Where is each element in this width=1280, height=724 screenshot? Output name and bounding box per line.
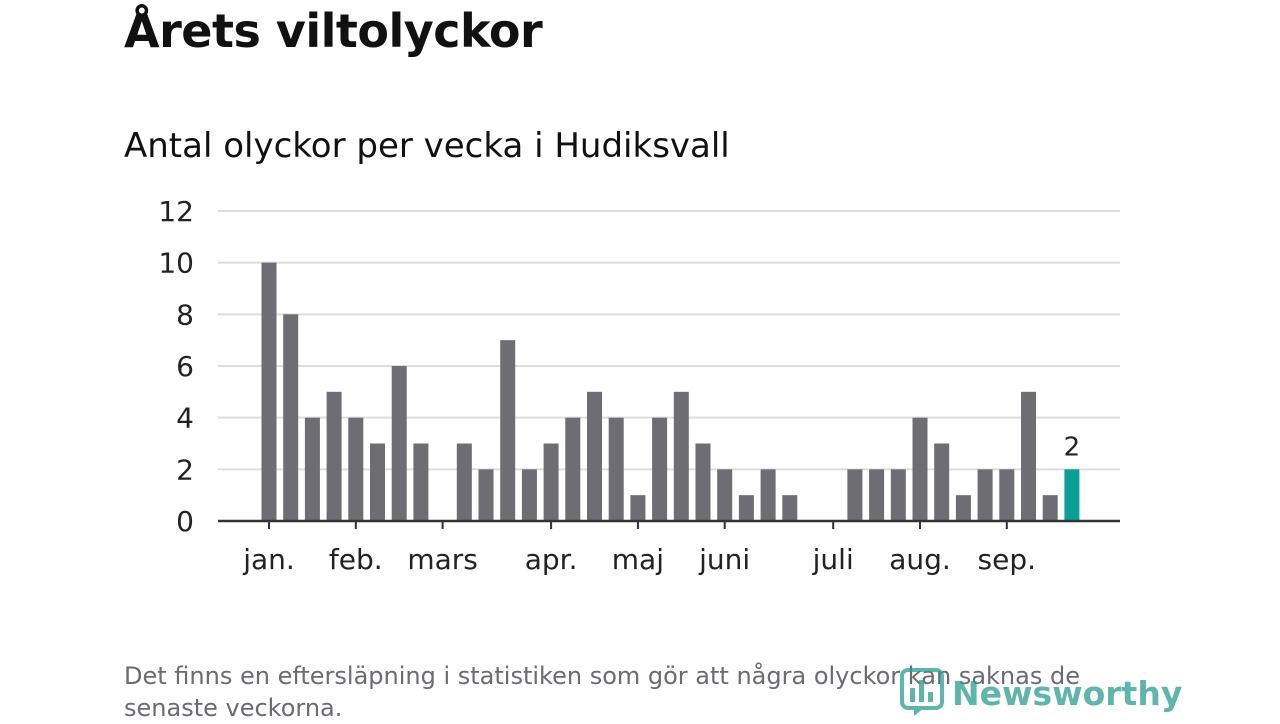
bar <box>847 469 863 521</box>
y-tick-label: 10 <box>158 247 194 280</box>
logo-text: Newsworthy <box>952 673 1183 713</box>
bar <box>782 495 798 521</box>
bar <box>934 443 950 521</box>
bar <box>912 417 928 521</box>
x-tick-label: sep. <box>978 543 1037 576</box>
bar <box>1021 391 1036 521</box>
bar <box>955 495 971 521</box>
bar <box>348 417 364 521</box>
x-tick-label: mars <box>407 543 478 576</box>
bar <box>565 417 581 521</box>
bar <box>717 469 733 521</box>
bar <box>283 314 299 521</box>
y-tick-label: 8 <box>176 298 194 331</box>
y-tick-label: 6 <box>176 350 194 383</box>
bar <box>326 391 342 521</box>
x-tick-label: juni <box>698 543 750 576</box>
bar <box>304 417 320 521</box>
bar <box>1042 495 1058 521</box>
bar <box>456 443 472 521</box>
bar <box>695 443 711 521</box>
bar-highlight <box>1064 469 1080 521</box>
newsworthy-chart-icon <box>900 668 944 716</box>
x-tick-label: aug. <box>889 543 951 576</box>
bar <box>608 417 624 521</box>
data-label: 2 <box>1064 432 1081 462</box>
bar <box>261 262 277 521</box>
bar <box>500 340 516 521</box>
bar <box>738 495 754 521</box>
bar <box>478 469 494 521</box>
bar <box>587 391 602 521</box>
bar <box>652 417 668 521</box>
bar <box>977 469 993 521</box>
y-tick-label: 12 <box>158 195 194 228</box>
x-tick-label: juli <box>812 543 854 576</box>
bar <box>890 469 906 521</box>
bar <box>673 391 689 521</box>
x-tick-label: feb. <box>329 543 383 576</box>
y-tick-label: 4 <box>176 402 194 435</box>
bar <box>630 495 646 521</box>
bar <box>869 469 885 521</box>
chart-title: Årets viltolyckor <box>124 4 543 58</box>
y-tick-label: 2 <box>176 453 194 486</box>
bar <box>391 366 407 521</box>
bar <box>413 443 429 521</box>
x-tick-label: maj <box>612 543 664 576</box>
bar <box>999 469 1015 521</box>
bar <box>543 443 559 521</box>
bar <box>521 469 537 521</box>
bar <box>760 469 776 521</box>
bar <box>370 443 385 521</box>
y-tick-label: 0 <box>176 505 194 538</box>
x-tick-label: jan. <box>242 543 295 576</box>
chart-subtitle: Antal olyckor per vecka i Hudiksvall <box>124 126 730 166</box>
x-tick-label: apr. <box>525 543 578 576</box>
newsworthy-logo: Newsworthy <box>900 668 1182 718</box>
